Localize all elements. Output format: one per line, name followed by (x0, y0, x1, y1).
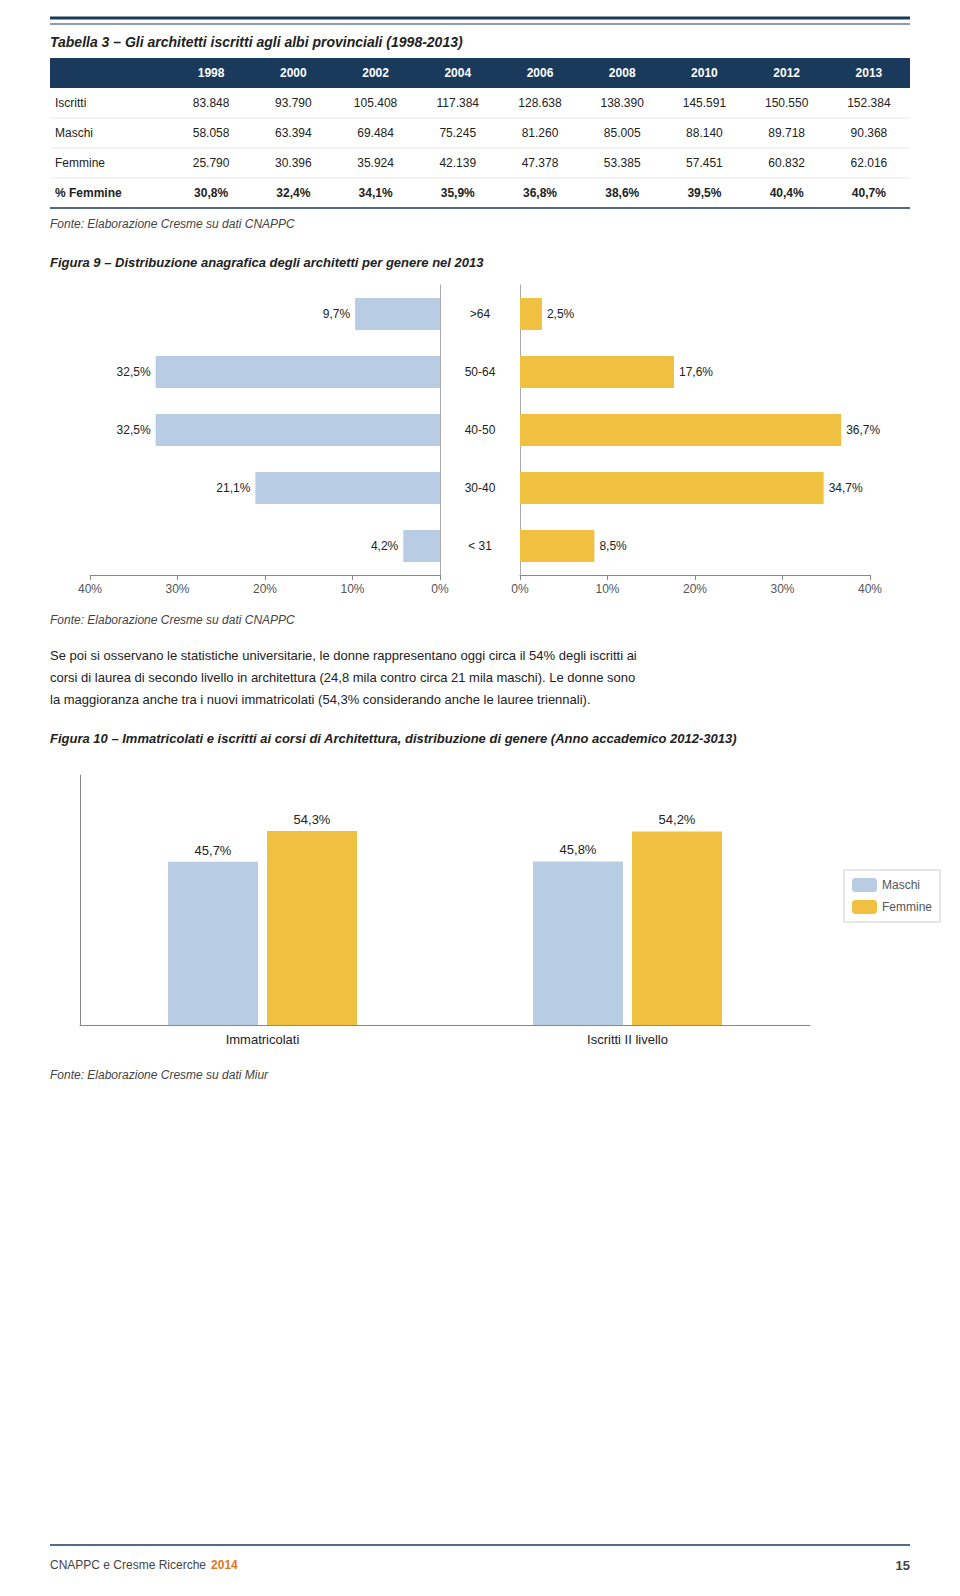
svg-text:2014: 2014 (211, 1558, 238, 1572)
svg-text:81.260: 81.260 (522, 126, 559, 140)
svg-text:45,8%: 45,8% (560, 842, 597, 857)
svg-text:89.718: 89.718 (768, 126, 805, 140)
svg-text:Fonte: Elaborazione Cresme su: Fonte: Elaborazione Cresme su dati CNAPP… (50, 217, 295, 231)
svg-text:2013: 2013 (856, 66, 883, 80)
svg-text:2006: 2006 (527, 66, 554, 80)
svg-text:15: 15 (896, 1558, 910, 1573)
svg-text:88.140: 88.140 (686, 126, 723, 140)
svg-text:Figura 9 – Distribuzione anagr: Figura 9 – Distribuzione anagrafica degl… (50, 255, 484, 270)
svg-text:1998: 1998 (198, 66, 225, 80)
svg-text:Tabella 3 – Gli architetti isc: Tabella 3 – Gli architetti iscritti agli… (50, 34, 463, 50)
svg-text:2008: 2008 (609, 66, 636, 80)
svg-text:Fonte: Elaborazione Cresme su: Fonte: Elaborazione Cresme su dati Miur (50, 1068, 269, 1082)
svg-text:45,7%: 45,7% (195, 843, 232, 858)
svg-text:54,3%: 54,3% (294, 812, 331, 827)
svg-text:32,4%: 32,4% (276, 186, 310, 200)
svg-text:152.384: 152.384 (847, 96, 891, 110)
svg-text:30.396: 30.396 (275, 156, 312, 170)
svg-text:57.451: 57.451 (686, 156, 723, 170)
svg-text:% Femmine: % Femmine (55, 186, 122, 200)
svg-text:2002: 2002 (362, 66, 389, 80)
svg-text:39,5%: 39,5% (687, 186, 721, 200)
svg-text:69.484: 69.484 (357, 126, 394, 140)
svg-text:Maschi: Maschi (55, 126, 93, 140)
svg-text:< 31: < 31 (468, 539, 492, 553)
svg-text:75.245: 75.245 (439, 126, 476, 140)
svg-text:128.638: 128.638 (518, 96, 562, 110)
svg-text:30%: 30% (770, 582, 794, 596)
svg-text:Maschi: Maschi (882, 878, 920, 892)
svg-text:145.591: 145.591 (683, 96, 727, 110)
svg-text:>64: >64 (470, 307, 491, 321)
svg-text:40%: 40% (78, 582, 102, 596)
svg-text:36,8%: 36,8% (523, 186, 557, 200)
svg-text:Fonte: Elaborazione Cresme su: Fonte: Elaborazione Cresme su dati CNAPP… (50, 613, 295, 627)
svg-text:62.016: 62.016 (851, 156, 888, 170)
svg-text:83.848: 83.848 (193, 96, 230, 110)
svg-text:25.790: 25.790 (193, 156, 230, 170)
svg-text:Figura 10 – Immatricolati e is: Figura 10 – Immatricolati e iscritti ai … (50, 731, 737, 746)
svg-text:0%: 0% (511, 582, 529, 596)
svg-text:32,5%: 32,5% (117, 423, 151, 437)
svg-text:40%: 40% (858, 582, 882, 596)
svg-text:Se poi si osservano le statist: Se poi si osservano le statistiche unive… (50, 648, 637, 663)
svg-text:10%: 10% (340, 582, 364, 596)
svg-text:20%: 20% (683, 582, 707, 596)
svg-text:20%: 20% (253, 582, 277, 596)
svg-text:la maggioranza anche tra i nuo: la maggioranza anche tra i nuovi immatri… (50, 692, 591, 707)
svg-text:38,6%: 38,6% (605, 186, 639, 200)
svg-text:63.394: 63.394 (275, 126, 312, 140)
svg-text:93.790: 93.790 (275, 96, 312, 110)
svg-text:40-50: 40-50 (465, 423, 496, 437)
svg-text:Iscritti II livello: Iscritti II livello (587, 1032, 668, 1047)
svg-text:Femmine: Femmine (55, 156, 105, 170)
svg-text:35.924: 35.924 (357, 156, 394, 170)
svg-text:2004: 2004 (444, 66, 471, 80)
svg-text:30%: 30% (165, 582, 189, 596)
svg-text:corsi di laurea di secondo liv: corsi di laurea di secondo livello in ar… (50, 670, 635, 685)
svg-text:2012: 2012 (773, 66, 800, 80)
svg-text:117.384: 117.384 (437, 96, 480, 110)
svg-text:58.058: 58.058 (193, 126, 230, 140)
svg-text:Femmine: Femmine (882, 900, 932, 914)
svg-text:2,5%: 2,5% (547, 307, 575, 321)
svg-text:30,8%: 30,8% (194, 186, 228, 200)
svg-text:Iscritti: Iscritti (55, 96, 86, 110)
svg-text:CNAPPC e Cresme Ricerche: CNAPPC e Cresme Ricerche (50, 1558, 206, 1572)
svg-text:53.385: 53.385 (604, 156, 641, 170)
svg-text:60.832: 60.832 (768, 156, 805, 170)
svg-text:2000: 2000 (280, 66, 307, 80)
svg-text:150.550: 150.550 (765, 96, 809, 110)
svg-text:17,6%: 17,6% (679, 365, 713, 379)
svg-text:85.005: 85.005 (604, 126, 641, 140)
svg-text:34,1%: 34,1% (359, 186, 393, 200)
svg-text:32,5%: 32,5% (117, 365, 151, 379)
svg-text:54,2%: 54,2% (659, 812, 696, 827)
svg-text:30-40: 30-40 (465, 481, 496, 495)
svg-text:36,7%: 36,7% (846, 423, 880, 437)
svg-text:Immatricolati: Immatricolati (226, 1032, 300, 1047)
svg-text:50-64: 50-64 (465, 365, 496, 379)
svg-text:47.378: 47.378 (522, 156, 559, 170)
svg-text:138.390: 138.390 (601, 96, 645, 110)
svg-text:90.368: 90.368 (851, 126, 888, 140)
svg-text:0%: 0% (431, 582, 449, 596)
svg-text:4,2%: 4,2% (371, 539, 399, 553)
svg-text:105.408: 105.408 (354, 96, 398, 110)
svg-text:40,4%: 40,4% (770, 186, 804, 200)
svg-text:10%: 10% (595, 582, 619, 596)
svg-text:42.139: 42.139 (439, 156, 476, 170)
svg-text:34,7%: 34,7% (829, 481, 863, 495)
svg-text:8,5%: 8,5% (599, 539, 627, 553)
svg-text:9,7%: 9,7% (323, 307, 351, 321)
svg-text:40,7%: 40,7% (852, 186, 886, 200)
svg-text:21,1%: 21,1% (216, 481, 250, 495)
svg-text:2010: 2010 (691, 66, 718, 80)
svg-text:35,9%: 35,9% (441, 186, 475, 200)
